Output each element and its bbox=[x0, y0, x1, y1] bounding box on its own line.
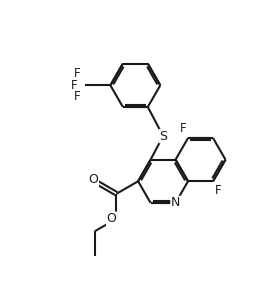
Text: F: F bbox=[74, 67, 81, 80]
Text: O: O bbox=[107, 212, 116, 225]
Text: O: O bbox=[88, 173, 98, 186]
Text: F: F bbox=[74, 91, 81, 104]
Text: S: S bbox=[159, 129, 167, 143]
Text: F: F bbox=[215, 184, 222, 197]
Text: F: F bbox=[179, 123, 186, 135]
Text: N: N bbox=[171, 196, 180, 209]
Text: F: F bbox=[70, 79, 77, 92]
